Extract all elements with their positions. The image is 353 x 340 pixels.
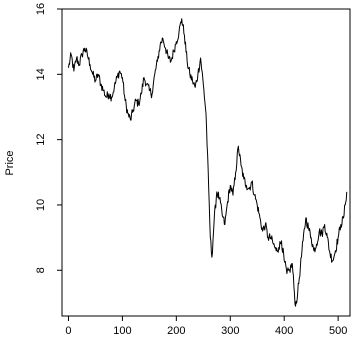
x-tick-label: 400 [275, 325, 293, 337]
price-series-line [67, 18, 348, 307]
x-tick-label: 100 [113, 325, 131, 337]
x-axis: 0 100 200 300 400 500 [65, 316, 347, 337]
y-tick-label: 10 [35, 199, 47, 211]
y-axis: 8 10 12 14 16 [35, 3, 62, 273]
y-tick-label: 12 [35, 134, 47, 146]
x-tick-label: 200 [167, 325, 185, 337]
x-tick-label: 500 [329, 325, 347, 337]
plot-frame [61, 8, 351, 317]
x-tick-label: 300 [221, 325, 239, 337]
y-axis-title: Price [4, 150, 16, 175]
y-tick-label: 14 [35, 68, 47, 80]
y-tick-label: 8 [35, 267, 47, 273]
y-tick-label: 16 [35, 3, 47, 15]
x-tick-label: 0 [65, 325, 71, 337]
